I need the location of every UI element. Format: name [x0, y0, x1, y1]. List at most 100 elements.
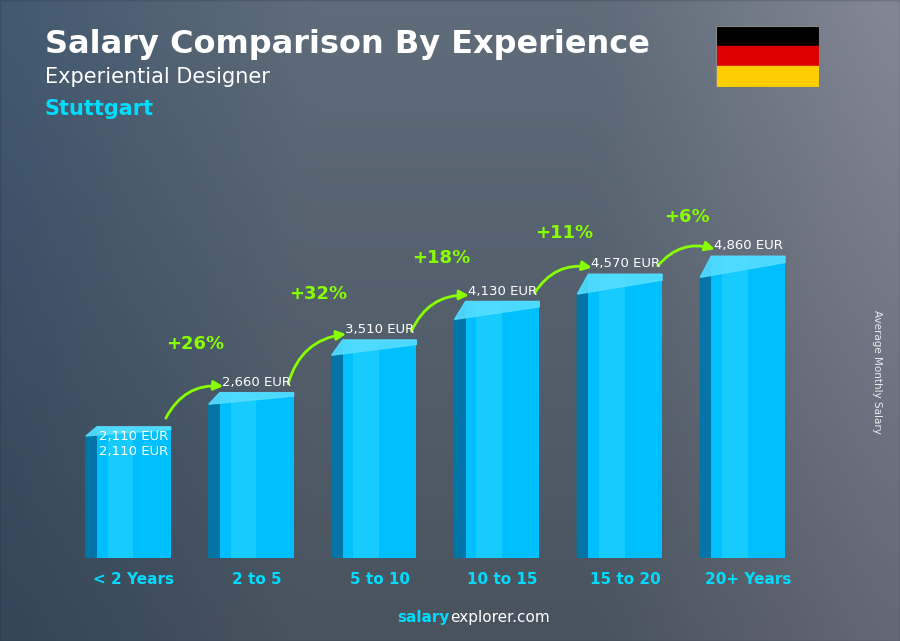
Bar: [630, 577, 720, 641]
Bar: [90, 449, 180, 513]
Bar: [360, 513, 450, 577]
Bar: [450, 192, 540, 256]
Bar: [450, 577, 540, 641]
Bar: [450, 513, 540, 577]
FancyArrowPatch shape: [166, 381, 220, 418]
Bar: [270, 385, 360, 449]
Bar: [720, 192, 810, 256]
Polygon shape: [209, 393, 220, 558]
Text: +32%: +32%: [289, 285, 347, 303]
Bar: [450, 449, 540, 513]
Bar: [540, 577, 630, 641]
Bar: [360, 0, 450, 64]
Bar: [810, 513, 900, 577]
Bar: [360, 385, 450, 449]
Bar: [180, 64, 270, 128]
Bar: [180, 449, 270, 513]
FancyArrowPatch shape: [658, 242, 712, 266]
Bar: [540, 513, 630, 577]
Text: 2,110 EUR: 2,110 EUR: [99, 430, 168, 443]
Bar: [810, 64, 900, 128]
Text: +26%: +26%: [166, 335, 224, 353]
Bar: [270, 64, 360, 128]
Text: 2,660 EUR: 2,660 EUR: [222, 376, 292, 389]
Text: 3,510 EUR: 3,510 EUR: [345, 323, 414, 337]
Bar: [343, 340, 417, 558]
FancyArrowPatch shape: [535, 262, 589, 293]
Bar: [180, 256, 270, 320]
Bar: [90, 128, 180, 192]
Polygon shape: [700, 256, 711, 558]
Polygon shape: [86, 427, 97, 558]
Bar: [720, 64, 810, 128]
Bar: [450, 64, 540, 128]
Bar: [810, 256, 900, 320]
Text: Average Monthly Salary: Average Monthly Salary: [872, 310, 883, 434]
Bar: [0, 0, 90, 64]
Text: 4,130 EUR: 4,130 EUR: [468, 285, 537, 298]
Bar: [630, 256, 720, 320]
Polygon shape: [209, 393, 293, 404]
Bar: [354, 340, 379, 558]
Bar: [810, 320, 900, 385]
Bar: [180, 320, 270, 385]
Bar: [630, 320, 720, 385]
Bar: [230, 393, 256, 558]
Polygon shape: [454, 301, 465, 558]
Bar: [180, 192, 270, 256]
Bar: [450, 385, 540, 449]
Bar: [540, 64, 630, 128]
Bar: [720, 513, 810, 577]
Bar: [360, 128, 450, 192]
Bar: [270, 513, 360, 577]
Bar: [720, 577, 810, 641]
Text: +11%: +11%: [535, 224, 593, 242]
Bar: [90, 192, 180, 256]
Text: +18%: +18%: [412, 249, 470, 267]
Bar: [360, 64, 450, 128]
Bar: [720, 385, 810, 449]
Text: +6%: +6%: [664, 208, 709, 226]
Bar: [589, 274, 662, 558]
Bar: [0, 385, 90, 449]
Text: salary: salary: [398, 610, 450, 625]
FancyArrowPatch shape: [288, 331, 343, 384]
Bar: [716, 26, 819, 46]
Bar: [540, 385, 630, 449]
Bar: [810, 385, 900, 449]
Bar: [360, 192, 450, 256]
Bar: [0, 192, 90, 256]
Bar: [810, 577, 900, 641]
Text: 2,110 EUR: 2,110 EUR: [99, 445, 168, 458]
Bar: [180, 385, 270, 449]
Polygon shape: [332, 340, 343, 558]
Bar: [810, 0, 900, 64]
Bar: [720, 0, 810, 64]
Bar: [360, 577, 450, 641]
Bar: [90, 513, 180, 577]
Bar: [90, 385, 180, 449]
Bar: [630, 0, 720, 64]
Bar: [180, 577, 270, 641]
Bar: [722, 256, 748, 558]
Bar: [630, 64, 720, 128]
Text: Salary Comparison By Experience: Salary Comparison By Experience: [45, 29, 650, 60]
Bar: [711, 256, 785, 558]
Bar: [270, 449, 360, 513]
Bar: [540, 320, 630, 385]
Bar: [270, 0, 360, 64]
Bar: [630, 449, 720, 513]
Bar: [270, 577, 360, 641]
Bar: [465, 301, 539, 558]
Text: Experiential Designer: Experiential Designer: [45, 67, 270, 87]
Bar: [97, 427, 171, 558]
Bar: [810, 192, 900, 256]
Polygon shape: [578, 274, 662, 294]
Bar: [0, 128, 90, 192]
Bar: [360, 449, 450, 513]
Bar: [630, 385, 720, 449]
Bar: [0, 320, 90, 385]
Text: 4,570 EUR: 4,570 EUR: [590, 258, 660, 271]
Bar: [90, 320, 180, 385]
Bar: [540, 192, 630, 256]
